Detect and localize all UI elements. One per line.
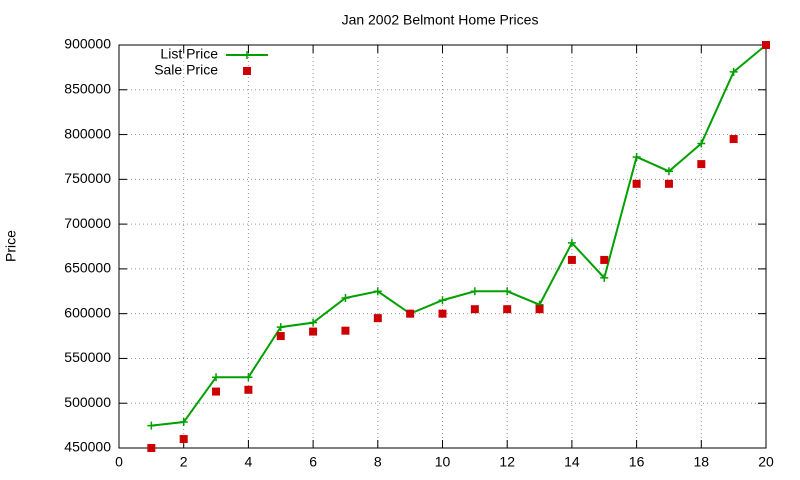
point: [632, 152, 641, 161]
point: [438, 296, 447, 305]
x-tick-label: 6: [309, 454, 317, 470]
plot-frame: [118, 44, 767, 449]
x-tick-label: 10: [435, 454, 451, 470]
legend-marker: [243, 67, 251, 75]
point: [373, 314, 382, 323]
point: [697, 139, 706, 148]
x-tick-label: 2: [180, 454, 188, 470]
point: [373, 287, 382, 296]
point: [438, 309, 447, 318]
point: [697, 160, 706, 169]
point: [309, 318, 318, 327]
point: [147, 444, 156, 452]
chart-title: Jan 2002 Belmont Home Prices: [342, 12, 539, 28]
point: [567, 238, 576, 247]
series-line: [151, 44, 767, 427]
point: [600, 273, 609, 282]
point: [729, 135, 738, 144]
point: [535, 305, 544, 314]
x-tick-label: 20: [758, 454, 774, 470]
x-tick-label: 14: [564, 454, 580, 470]
point: [179, 435, 188, 444]
point: [309, 327, 318, 336]
legend-label: Sale Price: [154, 62, 218, 78]
point: [276, 332, 285, 341]
x-tick-label: 8: [374, 454, 382, 470]
x-tick-label: 16: [629, 454, 645, 470]
x-tick-label: 12: [499, 454, 515, 470]
y-tick-label: 450000: [64, 439, 111, 455]
y-tick-label: 800000: [64, 125, 111, 141]
point: [341, 326, 350, 335]
y-tick-label: 700000: [64, 215, 111, 231]
point: [470, 287, 479, 296]
y-tick-label: 600000: [64, 304, 111, 320]
y-tick-label: 850000: [64, 80, 111, 96]
y-tick-label: 900000: [64, 36, 111, 52]
y-tick-label: 500000: [64, 394, 111, 410]
legend-marker: [243, 51, 251, 59]
point: [664, 167, 673, 176]
y-tick-label: 750000: [64, 170, 111, 186]
point: [470, 305, 479, 314]
point: [341, 293, 350, 302]
point: [729, 67, 738, 76]
point: [406, 309, 415, 318]
point: [632, 179, 641, 188]
y-tick-label: 550000: [64, 349, 111, 365]
point: [212, 373, 221, 382]
point: [244, 373, 253, 382]
point: [147, 421, 156, 430]
x-tick-label: 0: [115, 454, 123, 470]
point: [179, 418, 188, 427]
point: [244, 385, 253, 394]
point: [503, 305, 512, 314]
point: [600, 255, 609, 264]
point: [664, 179, 673, 188]
point: [212, 387, 221, 396]
point: [276, 323, 285, 332]
x-tick-label: 4: [245, 454, 253, 470]
point: [503, 287, 512, 296]
y-tick-label: 650000: [64, 260, 111, 276]
point: [567, 255, 576, 264]
point: [762, 41, 770, 49]
y-axis-label: Price: [3, 230, 19, 262]
x-tick-label: 18: [694, 454, 710, 470]
legend-label: List Price: [160, 46, 218, 62]
